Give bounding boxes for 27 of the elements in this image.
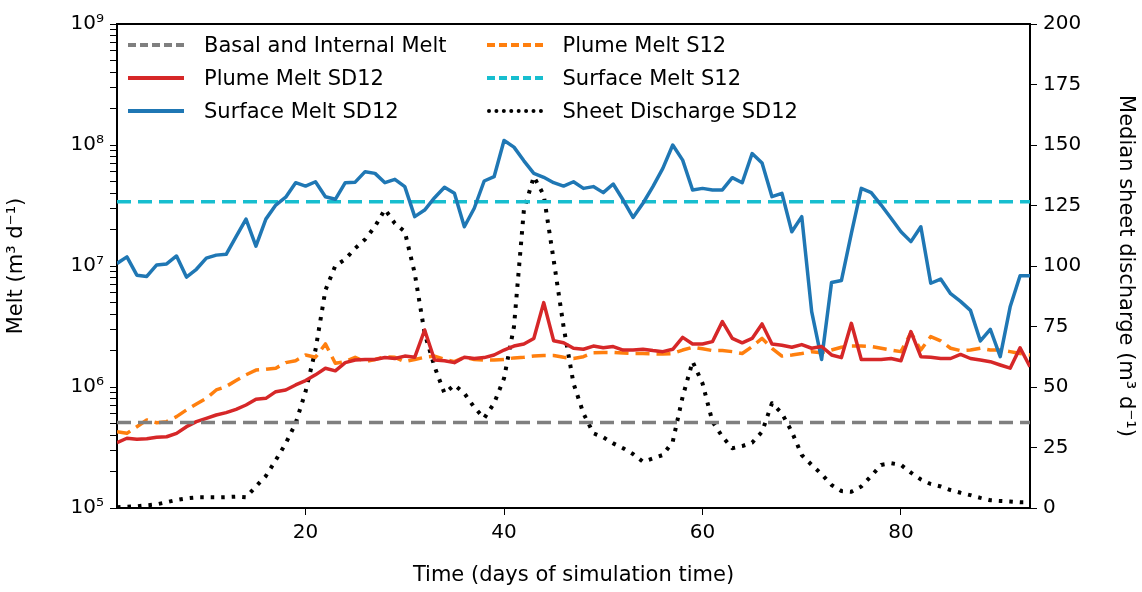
y2-tick-label: 50 bbox=[1043, 373, 1069, 398]
x-tick-label: 80 bbox=[888, 519, 914, 544]
y-axis-title: Melt (m³ d⁻¹) bbox=[3, 197, 28, 335]
y-tick-label: 10⁶ bbox=[70, 373, 104, 398]
y-tick-label: 10⁷ bbox=[70, 252, 104, 277]
legend-label: Sheet Discharge SD12 bbox=[562, 99, 798, 123]
y2-tick-label: 125 bbox=[1043, 191, 1082, 216]
legend-label: Surface Melt SD12 bbox=[204, 99, 399, 123]
x-axis-title: Time (days of simulation time) bbox=[411, 561, 735, 586]
y2-tick-label: 150 bbox=[1043, 131, 1082, 156]
legend-label: Basal and Internal Melt bbox=[204, 33, 447, 57]
legend-label: Plume Melt S12 bbox=[562, 33, 727, 57]
legend-label: Plume Melt SD12 bbox=[204, 66, 384, 90]
y2-tick-label: 175 bbox=[1043, 70, 1082, 95]
y2-tick-label: 100 bbox=[1043, 252, 1082, 277]
y-tick-label: 10⁹ bbox=[70, 10, 104, 35]
y2-axis-title: Median sheet discharge (m³ d⁻¹) bbox=[1114, 95, 1139, 437]
y2-tick-label: 25 bbox=[1043, 433, 1069, 458]
y-tick-label: 10⁸ bbox=[70, 131, 104, 156]
y2-tick-label: 200 bbox=[1043, 10, 1082, 35]
x-tick-label: 60 bbox=[689, 519, 716, 544]
legend-label: Surface Melt S12 bbox=[562, 66, 742, 90]
y2-tick-label: 75 bbox=[1043, 312, 1069, 337]
y-tick-label: 10⁵ bbox=[70, 494, 104, 519]
x-tick-label: 40 bbox=[491, 519, 517, 544]
x-tick-label: 20 bbox=[292, 519, 319, 544]
y2-tick-label: 0 bbox=[1043, 494, 1056, 519]
